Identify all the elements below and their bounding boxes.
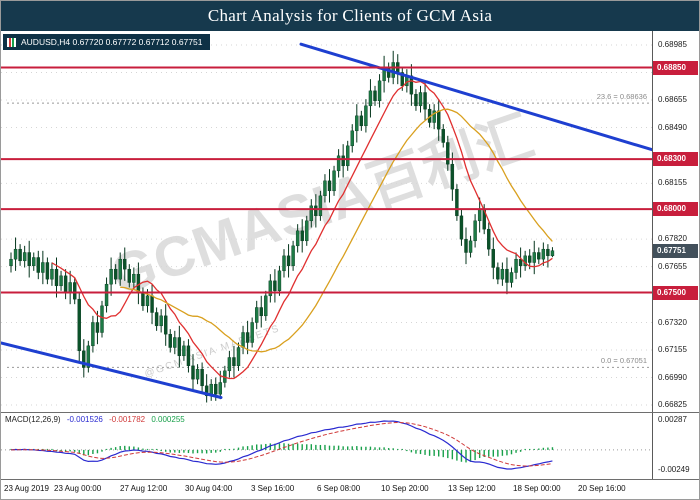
current-price-tag: 0.67751	[653, 243, 698, 258]
chart-icon	[7, 37, 16, 47]
price-tick-label: 0.68490	[658, 122, 687, 132]
symbol-ohlc-header: AUDUSD,H4 0.67720 0.67772 0.67712 0.6775…	[3, 34, 211, 50]
macd-value-main: -0.001526	[66, 415, 103, 424]
time-axis-label: 13 Sep 12:00	[448, 484, 496, 493]
fib-level-label: 23.6 = 0.68636	[596, 92, 647, 102]
resistance-price-tag: 0.68850	[653, 60, 698, 75]
price-tick-label: 0.68155	[658, 178, 687, 188]
time-axis-label: 23 Aug 00:00	[54, 484, 102, 493]
macd-axis-tick: -0.00249	[658, 465, 690, 474]
price-axis[interactable]: 0.689850.688200.686550.684900.681550.678…	[652, 31, 699, 412]
time-axis-label: 27 Aug 12:00	[120, 484, 168, 493]
symbol-ohlc-text: AUDUSD,H4 0.67720 0.67772 0.67712 0.6775…	[21, 37, 203, 47]
macd-axis-tick: 0.00287	[658, 415, 687, 424]
price-tick-label: 0.66825	[658, 400, 687, 409]
time-axis-label: 20 Sep 16:00	[578, 484, 626, 493]
time-axis-label: 23 Aug 2019	[4, 484, 49, 493]
macd-axis[interactable]: 0.00287 -0.00249	[652, 413, 699, 479]
resistance-price-tag: 0.67500	[653, 285, 698, 300]
price-tick-label: 0.67655	[658, 261, 687, 271]
macd-label: MACD(12,26,9)	[5, 415, 61, 424]
time-axis-label: 3 Sep 16:00	[251, 484, 295, 493]
price-tick-label: 0.68985	[658, 40, 687, 49]
price-tick-label: 0.67320	[658, 317, 687, 327]
price-tick-label: 0.67155	[658, 345, 687, 354]
time-axis-label: 6 Sep 08:00	[317, 484, 361, 493]
fib-level-label: 0.0 = 0.67051	[600, 356, 647, 366]
price-chart-plot[interactable]	[1, 31, 653, 412]
banner-title: Chart Analysis for Clients of GCM Asia	[1, 1, 699, 31]
price-tick-label: 0.66990	[658, 372, 687, 382]
macd-value-histogram: 0.000255	[151, 415, 185, 424]
time-axis-label: 10 Sep 20:00	[381, 484, 429, 493]
main-chart-pane[interactable]: GCMASIA百利汇 @GCM ASIA MARKETS AUDUSD,H4 0…	[1, 31, 699, 412]
time-axis-label: 30 Aug 04:00	[185, 484, 233, 493]
macd-pane[interactable]: MACD(12,26,9) -0.001526 -0.001782 0.0002…	[1, 412, 699, 479]
price-tick-label: 0.68655	[658, 95, 687, 104]
resistance-price-tag: 0.68000	[653, 202, 698, 217]
time-axis[interactable]: 23 Aug 2019 23 Aug 00:00 27 Aug 12:00 30 Au…	[1, 479, 699, 499]
price-tick-label: 0.67820	[658, 234, 687, 244]
time-axis-label: 18 Sep 00:00	[513, 484, 561, 493]
macd-indicator-header: MACD(12,26,9) -0.001526 -0.001782 0.0002…	[5, 415, 189, 424]
resistance-price-tag: 0.68300	[653, 152, 698, 167]
macd-plot[interactable]	[1, 413, 653, 478]
macd-value-signal: -0.001782	[109, 415, 146, 424]
